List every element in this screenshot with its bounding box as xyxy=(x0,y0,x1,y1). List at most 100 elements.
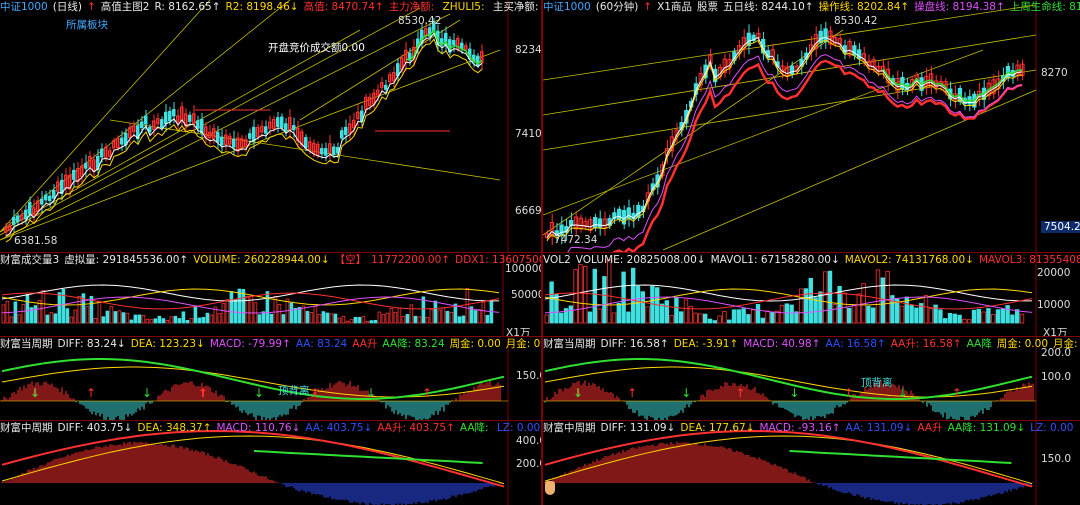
header-ind[interactable]: 财富成交量3 xyxy=(0,254,60,266)
header-index-name[interactable]: 中证1000 xyxy=(543,1,591,13)
right-short-cycle-chart[interactable]: ↓ ↑ ↓ ↑ ↓ ↑ ↓ ↑ xyxy=(543,337,1080,420)
y-axis-tick: 100000 xyxy=(505,263,541,275)
volume-bar xyxy=(101,316,106,324)
right-volume-chart[interactable] xyxy=(543,253,1080,336)
volume-bar xyxy=(25,294,30,324)
volume-bar xyxy=(241,289,246,324)
left-short-cycle-pane[interactable]: ↓ ↑ ↓ ↑ ↓ ↑ ↓ ↑ 财富当周期 DIFF: 83.24↓ DEA: 123.23↓ MA… xyxy=(0,337,541,420)
right-mid-cycle-chart[interactable] xyxy=(543,421,1080,505)
candle-body xyxy=(128,127,132,139)
header-aa-down: AA降: 131.09↓ xyxy=(947,422,1026,434)
ma-line xyxy=(405,28,483,65)
dea-line xyxy=(1,366,505,398)
signal-arrow: ↓ xyxy=(573,386,583,400)
sector-label[interactable]: 所属板块 xyxy=(66,19,108,31)
y-axis-tick: 8270 xyxy=(1041,67,1068,79)
header-diff: DIFF: 403.75↓ xyxy=(57,422,133,434)
left-mid-cycle-pane[interactable]: 财富中周期 DIFF: 403.75↓ DEA: 348.37↑ MACD: 110.… xyxy=(0,421,541,505)
header-type: 股票 xyxy=(696,1,718,13)
volume-bar xyxy=(313,306,318,324)
header-ind[interactable]: VOL2 xyxy=(543,254,571,266)
header-period: (60分钟) xyxy=(595,1,639,13)
candle-body xyxy=(332,146,336,156)
volume-bar xyxy=(957,314,962,324)
candle-body xyxy=(828,30,833,45)
candle-body xyxy=(340,130,344,139)
volume-bar xyxy=(81,293,86,324)
volume-bar xyxy=(37,300,42,324)
header-diff: DIFF: 16.58↑ xyxy=(600,338,669,350)
volume-bar xyxy=(966,319,972,324)
volume-ma-line xyxy=(544,288,1033,306)
volume-bar xyxy=(1019,313,1025,324)
y-axis-tick: 400.0 xyxy=(516,435,541,447)
left-price-pane[interactable]: 中证1000 (日线) ↑ 高值主图2 R: 8162.65↑ R2: 8198.46↓ 高… xyxy=(0,0,541,252)
candle-body xyxy=(188,114,192,122)
right-price-pane[interactable]: 中证1000 (60分钟) ↑ X1商品 股票 五日线: 8244.10↑ 操作线: 820… xyxy=(543,0,1080,252)
candle-body xyxy=(833,36,838,45)
volume-bar xyxy=(97,300,102,324)
volume-bar xyxy=(770,311,775,324)
left-mid-cycle-chart[interactable] xyxy=(0,421,541,505)
candle-body xyxy=(72,169,76,180)
signal-arrow: ↑ xyxy=(422,386,432,400)
volume-ma-line xyxy=(544,292,1033,310)
volume-bar xyxy=(77,296,82,324)
volume-bar xyxy=(597,308,602,324)
volume-bar xyxy=(457,316,462,324)
candle-body xyxy=(352,119,356,129)
left-candlestick-chart[interactable] xyxy=(0,0,541,252)
pane-divider-2[interactable] xyxy=(0,336,1080,337)
right-short-cycle-pane[interactable]: ↓ ↑ ↓ ↑ ↓ ↑ ↓ ↑ 财富当周期 DIFF: 16.58↑ DEA: -3.91↑ MAC… xyxy=(543,337,1080,420)
volume-bar xyxy=(201,316,206,324)
volume-bar xyxy=(645,306,650,324)
signal-arrow: ↓ xyxy=(142,386,152,400)
candle-body xyxy=(573,216,579,230)
signal-arrow: ↑ xyxy=(198,386,208,400)
header-zhuli5: ZHULI5: xyxy=(442,1,488,13)
candle-body xyxy=(88,155,92,168)
volume-bar xyxy=(635,285,641,324)
pane-divider-1[interactable] xyxy=(0,252,1080,253)
candle-body xyxy=(384,84,388,90)
signal-arrow: ↓ xyxy=(681,386,691,400)
right-candlestick-chart[interactable] xyxy=(543,0,1080,252)
volume-bar xyxy=(741,308,746,324)
volume-bar xyxy=(774,310,780,324)
volume-bar xyxy=(678,311,684,324)
pane-divider-3[interactable] xyxy=(0,420,1080,421)
volume-bar xyxy=(784,303,789,324)
header-index-name[interactable]: 中证1000 xyxy=(0,1,48,13)
header-ind[interactable]: 财富当周期 xyxy=(543,338,596,350)
volume-bar xyxy=(161,318,166,324)
header-ind[interactable]: 财富中周期 xyxy=(0,422,53,434)
header-ind[interactable]: 财富中周期 xyxy=(543,422,596,434)
volume-bar xyxy=(563,308,569,324)
volume-ma-line xyxy=(544,284,1032,302)
volume-bar xyxy=(731,309,737,324)
header-aa-down: AA降: 83.24 xyxy=(382,338,445,350)
volume-bar xyxy=(803,288,809,324)
volume-bar xyxy=(221,303,226,324)
volume-bar xyxy=(329,313,334,324)
left-volume-pane[interactable]: 财富成交量3 虚拟量: 291845536.00↑ VOLUME: 26022894… xyxy=(0,253,541,336)
volume-bar xyxy=(417,316,422,324)
left-volume-chart[interactable] xyxy=(0,253,541,336)
candle-body xyxy=(8,224,12,231)
volume-bar xyxy=(818,291,823,324)
diff-line xyxy=(544,429,1033,488)
right-mid-cycle-pane[interactable]: 财富中周期 DIFF: 131.09↓ DEA: 177.67↓ MACD: -93.… xyxy=(543,421,1080,505)
header-ddx1: DDX1: 136075008.00↑ xyxy=(455,254,541,266)
left-short-cycle-chart[interactable]: ↓ ↑ ↓ ↑ ↓ ↑ ↓ ↑ xyxy=(0,337,541,420)
volume-bar xyxy=(261,311,266,324)
volume-bar xyxy=(765,310,770,324)
right-volume-pane[interactable]: VOL2 VOLUME: 20825008.00↓ MAVOL1: 67158280… xyxy=(543,253,1080,336)
volume-bar xyxy=(301,305,306,324)
header-ind[interactable]: 财富当周期 xyxy=(0,338,53,350)
volume-bar xyxy=(353,316,358,324)
volume-bar xyxy=(453,303,458,324)
volume-bar xyxy=(333,313,338,324)
trend-line xyxy=(0,13,451,241)
candle-body xyxy=(248,133,252,139)
left-main-header: 中证1000 (日线) ↑ 高值主图2 R: 8162.65↑ R2: 8198.46↓ 高… xyxy=(0,0,541,14)
